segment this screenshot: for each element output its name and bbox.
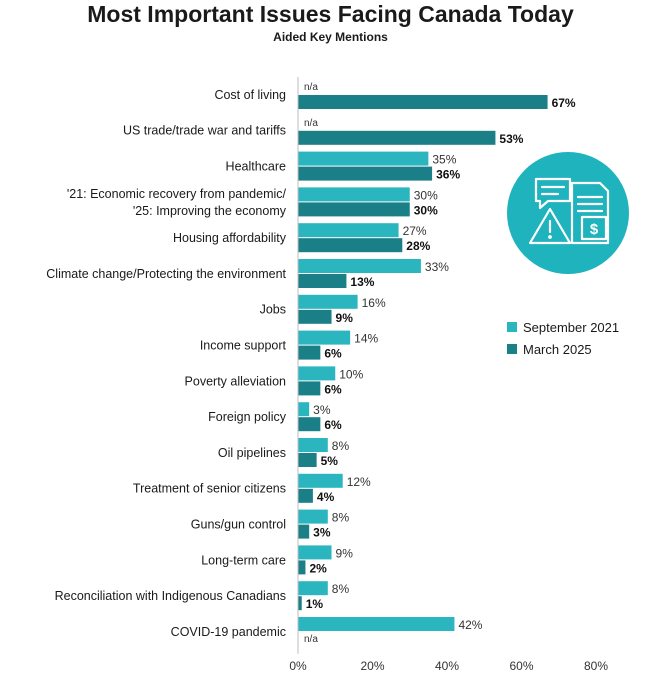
category-label-jobs: Jobs xyxy=(260,303,286,317)
chat-document-warning-dollar-icon: $ xyxy=(507,152,629,274)
legend-swatch-march-2025 xyxy=(507,344,517,354)
data-label-september-2021-housing-affordability: 27% xyxy=(403,224,427,238)
data-label-september-2021-healthcare: 35% xyxy=(432,153,456,167)
bar-march-2025-housing-affordability xyxy=(298,238,403,253)
legend-swatch-september-2021 xyxy=(507,322,517,332)
bar-september-2021-healthcare xyxy=(298,151,429,166)
data-label-september-2021-poverty-alleviation: 10% xyxy=(339,367,363,381)
category-label-climate-change-protecting-the-environment: Climate change/Protecting the environmen… xyxy=(46,267,286,281)
data-label-march-2025-climate-change-protecting-the-environment: 13% xyxy=(350,275,374,289)
x-tick-label-3: 60% xyxy=(509,659,533,673)
data-label-september-2021-climate-change-protecting-the-environment: 33% xyxy=(425,260,449,274)
data-label-march-2025-jobs: 9% xyxy=(336,311,354,325)
category-label-reconciliation-with-indigenous-canadians: Reconciliation with Indigenous Canadians xyxy=(55,589,286,603)
x-tick-label-2: 40% xyxy=(435,659,459,673)
category-label-long-term-care: Long-term care xyxy=(201,553,286,567)
legend-label-september-2021: September 2021 xyxy=(523,319,620,335)
bar-march-2025-cost-of-living xyxy=(298,95,548,109)
data-label-march-2025-treatment-of-senior-citizens: 4% xyxy=(317,490,335,504)
x-tick-label-1: 20% xyxy=(360,659,384,673)
data-label-march-2025-guns-gun-control: 3% xyxy=(313,526,331,540)
category-label-foreign-policy: Foreign policy xyxy=(208,410,287,424)
data-label-march-2025-long-term-care: 2% xyxy=(309,561,327,575)
bar-march-2025-us-trade-trade-war-and-tariffs xyxy=(298,130,496,145)
data-label-march-2025-poverty-alleviation: 6% xyxy=(324,382,342,396)
missing-label-us-trade-trade-war-and-tariffs-0: n/a xyxy=(304,118,318,129)
bar-march-2025-foreign-policy xyxy=(298,417,321,432)
bar-september-2021-reconciliation-with-indigenous-canadians xyxy=(298,581,328,596)
data-label-september-2021-oil-pipelines: 8% xyxy=(332,439,350,453)
data-label-march-2025-21-economic-recovery-from-pandemic-25-improving-the-economy: 30% xyxy=(414,203,438,217)
chart-subtitle: Aided Key Mentions xyxy=(273,30,388,44)
data-label-march-2025-healthcare: 36% xyxy=(436,168,460,182)
data-label-september-2021-guns-gun-control: 8% xyxy=(332,511,350,525)
bar-march-2025-poverty-alleviation xyxy=(298,381,321,396)
bar-march-2025-oil-pipelines xyxy=(298,453,317,467)
category-label-cost-of-living: Cost of living xyxy=(214,88,286,102)
bar-march-2025-healthcare xyxy=(298,166,433,181)
bar-september-2021-covid-19-pandemic xyxy=(298,617,455,631)
data-label-september-2021-treatment-of-senior-citizens: 12% xyxy=(347,475,371,489)
bar-september-2021-income-support xyxy=(298,330,351,345)
data-label-march-2025-cost-of-living: 67% xyxy=(552,96,576,110)
data-label-march-2025-reconciliation-with-indigenous-canadians: 1% xyxy=(306,597,324,611)
legend-item-march-2025: March 2025 xyxy=(507,338,619,360)
x-tick-label-0: 0% xyxy=(289,659,307,673)
bar-march-2025-guns-gun-control xyxy=(298,524,310,539)
data-label-september-2021-covid-19-pandemic: 42% xyxy=(458,618,482,632)
missing-label-covid-19-pandemic-1: n/a xyxy=(304,634,318,645)
bar-march-2025-income-support xyxy=(298,345,321,360)
data-label-september-2021-jobs: 16% xyxy=(362,296,386,310)
bar-september-2021-long-term-care xyxy=(298,545,332,560)
category-label-guns-gun-control: Guns/gun control xyxy=(191,518,286,532)
legend-label-march-2025: March 2025 xyxy=(523,341,592,357)
bar-september-2021-oil-pipelines xyxy=(298,438,328,452)
data-label-september-2021-21-economic-recovery-from-pandemic-25-improving-the-economy: 30% xyxy=(414,188,438,202)
x-tick-label-4: 80% xyxy=(584,659,608,673)
svg-text:$: $ xyxy=(590,221,599,238)
category-label-us-trade-trade-war-and-tariffs: US trade/trade war and tariffs xyxy=(123,124,286,138)
bar-march-2025-21-economic-recovery-from-pandemic-25-improving-the-economy xyxy=(298,202,410,217)
category-label-covid-19-pandemic: COVID-19 pandemic xyxy=(171,625,286,639)
category-label-housing-affordability: Housing affordability xyxy=(173,231,287,245)
bar-september-2021-foreign-policy xyxy=(298,402,310,417)
legend-item-september-2021: September 2021 xyxy=(507,316,619,338)
bar-september-2021-guns-gun-control xyxy=(298,509,328,524)
bar-september-2021-treatment-of-senior-citizens xyxy=(298,473,343,488)
legend: September 2021 March 2025 xyxy=(507,316,619,360)
category-label-oil-pipelines: Oil pipelines xyxy=(218,446,286,460)
category-label-21-economic-recovery-from-pandemic-25-improving-the-economy: '21: Economic recovery from pandemic/'25… xyxy=(67,187,287,218)
chart-title: Most Important Issues Facing Canada Toda… xyxy=(87,1,574,27)
data-label-march-2025-foreign-policy: 6% xyxy=(324,418,342,432)
category-label-treatment-of-senior-citizens: Treatment of senior citizens xyxy=(133,482,286,496)
bar-march-2025-reconciliation-with-indigenous-canadians xyxy=(298,596,302,611)
category-label-income-support: Income support xyxy=(200,339,287,353)
bar-september-2021-21-economic-recovery-from-pandemic-25-improving-the-economy xyxy=(298,187,410,202)
bar-march-2025-long-term-care xyxy=(298,560,306,575)
data-label-september-2021-long-term-care: 9% xyxy=(336,546,354,560)
bar-september-2021-housing-affordability xyxy=(298,223,399,238)
data-label-september-2021-income-support: 14% xyxy=(354,332,378,346)
data-label-march-2025-income-support: 6% xyxy=(324,347,342,361)
bar-march-2025-climate-change-protecting-the-environment xyxy=(298,274,347,288)
data-label-march-2025-housing-affordability: 28% xyxy=(406,239,430,253)
bar-march-2025-jobs xyxy=(298,309,332,324)
data-label-march-2025-oil-pipelines: 5% xyxy=(321,454,339,468)
category-label-poverty-alleviation: Poverty alleviation xyxy=(185,374,286,388)
missing-label-cost-of-living-0: n/a xyxy=(304,82,318,93)
data-label-september-2021-foreign-policy: 3% xyxy=(313,403,331,417)
bar-march-2025-treatment-of-senior-citizens xyxy=(298,488,313,503)
data-label-march-2025-us-trade-trade-war-and-tariffs: 53% xyxy=(499,132,523,146)
bar-september-2021-poverty-alleviation xyxy=(298,366,336,381)
category-label-healthcare: Healthcare xyxy=(226,160,286,174)
data-label-september-2021-reconciliation-with-indigenous-canadians: 8% xyxy=(332,582,350,596)
bar-september-2021-climate-change-protecting-the-environment xyxy=(298,259,421,273)
bar-september-2021-jobs xyxy=(298,294,358,309)
